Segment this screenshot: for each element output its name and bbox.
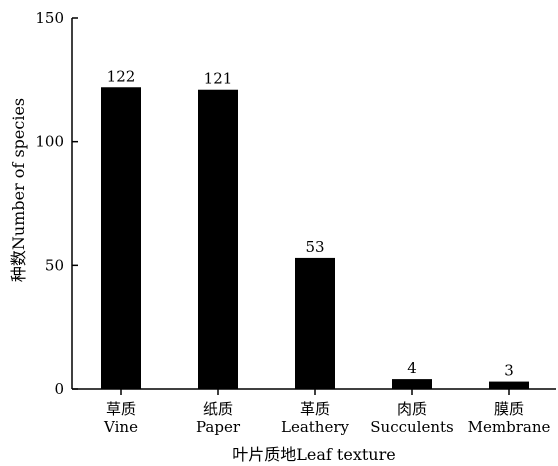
bar [489, 381, 529, 389]
y-tick-label: 100 [35, 133, 64, 151]
category-label-zh: 革质 [300, 400, 330, 418]
category-label-en: Vine [103, 418, 138, 436]
category-label-zh: 膜质 [494, 400, 524, 418]
category-label-zh: 肉质 [397, 400, 427, 418]
category-label-zh: 纸质 [203, 400, 233, 418]
bar [101, 87, 141, 390]
y-tick-label: 50 [45, 256, 64, 274]
data-label: 121 [204, 70, 233, 88]
y-tick-label: 0 [54, 380, 64, 398]
category-label-zh: 草质 [106, 400, 136, 418]
data-label: 122 [107, 67, 136, 85]
category-label-en: Leathery [281, 418, 350, 436]
bar [295, 257, 335, 389]
y-axis-title: 种数Number of species [9, 98, 28, 282]
bar [198, 89, 238, 389]
bar [392, 379, 432, 389]
y-tick-label: 150 [35, 9, 64, 27]
category-label-en: Paper [196, 418, 241, 436]
x-axis-title: 叶片质地Leaf texture [232, 445, 395, 464]
data-label: 53 [305, 238, 324, 256]
category-label-en: Succulents [370, 418, 453, 436]
data-label: 4 [407, 359, 417, 377]
category-label-en: Membrane [468, 418, 551, 436]
data-label: 3 [504, 362, 514, 380]
